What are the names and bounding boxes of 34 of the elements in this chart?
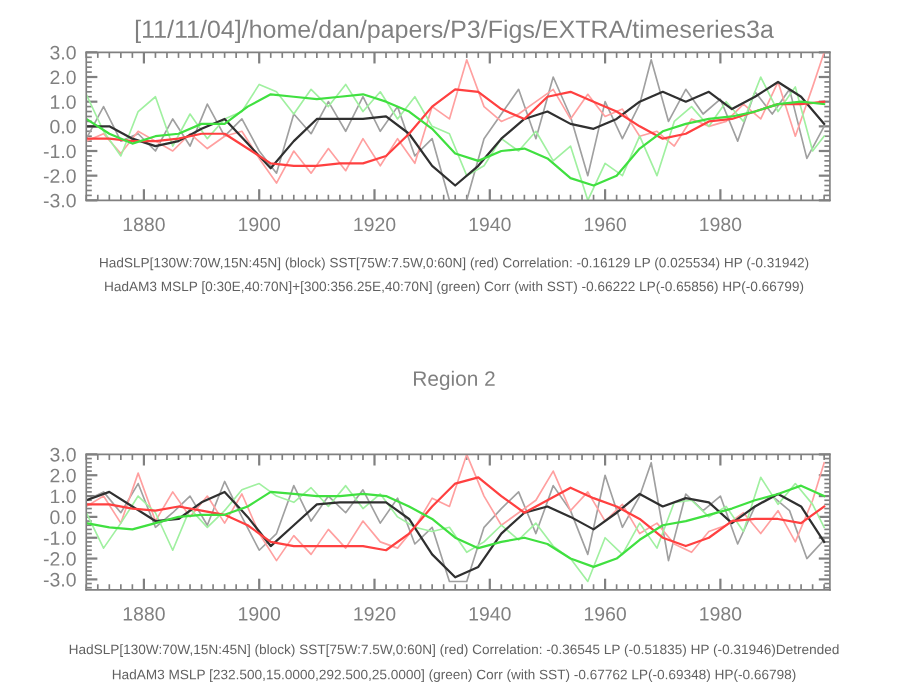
y-tick-label: -2.0 xyxy=(43,552,76,566)
x-tick-label: 1920 xyxy=(354,606,396,621)
y-tick-label: 2.0 xyxy=(50,70,76,85)
y-tick-label: -3.0 xyxy=(43,193,76,208)
line-series xyxy=(86,52,825,184)
x-tick-label: 1900 xyxy=(239,217,281,232)
chart-title: Region 2 xyxy=(414,370,495,391)
x-tick-label: 1980 xyxy=(700,606,742,621)
x-tick-label: 1960 xyxy=(584,606,626,621)
line-series xyxy=(86,88,826,167)
y-tick-label: -1.0 xyxy=(43,531,76,545)
x-tick-label: 1960 xyxy=(584,217,626,232)
x-tick-label: 1900 xyxy=(239,606,281,621)
y-tick-label: 2.0 xyxy=(50,468,76,483)
y-tick-label: -3.0 xyxy=(43,572,76,587)
line-series xyxy=(86,484,826,568)
y-tick-label: 0.0 xyxy=(50,119,76,134)
y-tick-label: 3.0 xyxy=(50,45,76,60)
x-tick-label: 1940 xyxy=(469,606,511,621)
x-tick-label: 1920 xyxy=(354,217,396,232)
x-tick-label: 1880 xyxy=(123,217,165,232)
x-tick-label: 1940 xyxy=(469,217,511,232)
y-tick-label: 3.0 xyxy=(50,447,76,462)
y-tick-label: 1.0 xyxy=(50,489,76,504)
line-series xyxy=(86,454,825,562)
line-series xyxy=(86,476,826,552)
y-tick-label: -1.0 xyxy=(43,144,76,159)
x-tick-label: 1880 xyxy=(123,606,165,621)
x-tick-label: 1980 xyxy=(700,217,742,232)
line-series xyxy=(86,490,826,579)
chart-title: [11/11/04]/home/dan/papers/P3/Figs/EXTRA/timeseries3a xyxy=(135,19,774,44)
y-tick-label: 0.0 xyxy=(50,510,76,525)
y-tick-label: -2.0 xyxy=(43,169,76,183)
y-tick-label: 1.0 xyxy=(50,95,76,109)
